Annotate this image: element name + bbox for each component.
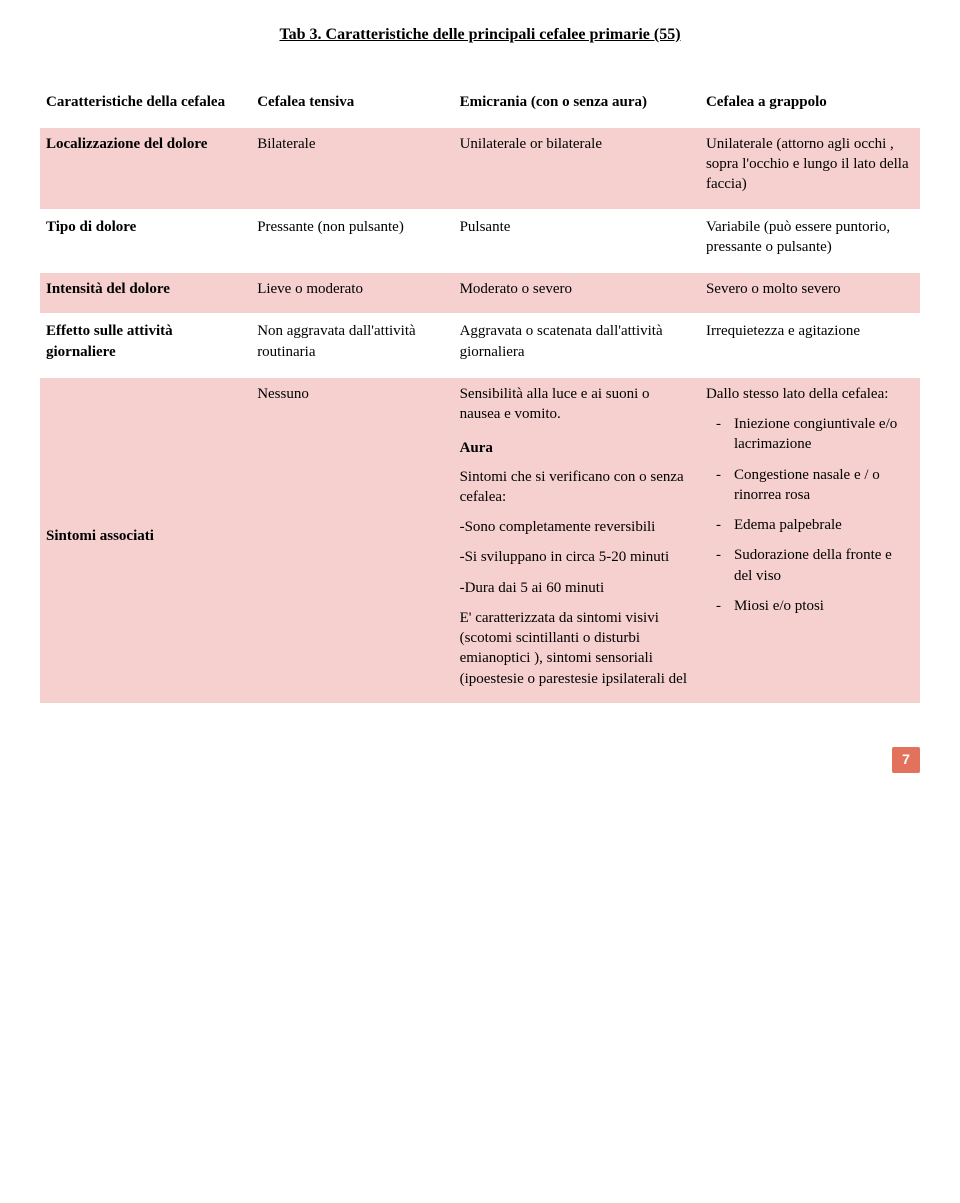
cell: Aggravata o scatenata dall'attività gior… [454,314,700,377]
row-label: Tipo di dolore [40,210,251,273]
list-item: Congestione nasale e / o rinorrea rosa [706,465,910,506]
cell: Severo o molto severo [700,272,920,314]
cell-text: Dallo stesso lato della cefalea: [706,384,910,404]
table-row: Tipo di dolore Pressante (non pulsante) … [40,210,920,273]
cefalee-table: Caratteristiche della cefalea Cefalea te… [40,86,920,705]
cell-text: Sensibilità alla luce e ai suoni o nause… [460,384,690,425]
cell: Unilaterale or bilaterale [454,127,700,210]
page-number-badge: 7 [892,747,920,773]
aura-heading: Aura [460,438,690,458]
list-item: Sudorazione della fronte e del viso [706,545,910,586]
cell: Moderato o severo [454,272,700,314]
table-header-row: Caratteristiche della cefalea Cefalea te… [40,86,920,127]
row-label: Intensità del dolore [40,272,251,314]
cell: Nessuno [251,377,453,704]
cell-text: -Sono completamente reversibili [460,517,690,537]
cell: Pressante (non pulsante) [251,210,453,273]
cell: Unilaterale (attorno agli occhi , sopra … [700,127,920,210]
cell: Bilaterale [251,127,453,210]
cell-text: -Dura dai 5 ai 60 minuti [460,578,690,598]
cell: Lieve o moderato [251,272,453,314]
row-label: Localizzazione del dolore [40,127,251,210]
header-col3: Cefalea a grappolo [700,86,920,127]
cell-text: -Si sviluppano in circa 5-20 minuti [460,547,690,567]
table-row: Sintomi associati Nessuno Sensibilità al… [40,377,920,704]
row-label: Sintomi associati [40,377,251,704]
header-col2: Emicrania (con o senza aura) [454,86,700,127]
symptom-list: Iniezione congiuntivale e/o lacrimazione… [706,414,910,616]
cell: Non aggravata dall'attività routinaria [251,314,453,377]
cell-text: Sintomi che si verificano con o senza ce… [460,467,690,508]
cell: Variabile (può essere puntorio, pressant… [700,210,920,273]
header-col1: Cefalea tensiva [251,86,453,127]
list-item: Edema palpebrale [706,515,910,535]
table-row: Intensità del dolore Lieve o moderato Mo… [40,272,920,314]
cell: Dallo stesso lato della cefalea: Iniezio… [700,377,920,704]
row-label: Effetto sulle attività giornaliere [40,314,251,377]
list-item: Iniezione congiuntivale e/o lacrimazione [706,414,910,455]
page-footer: 7 [40,743,920,773]
list-item: Miosi e/o ptosi [706,596,910,616]
cell: Pulsante [454,210,700,273]
table-row: Effetto sulle attività giornaliere Non a… [40,314,920,377]
cell: Sensibilità alla luce e ai suoni o nause… [454,377,700,704]
header-label: Caratteristiche della cefalea [40,86,251,127]
table-row: Localizzazione del dolore Bilaterale Uni… [40,127,920,210]
table-title: Tab 3. Caratteristiche delle principali … [40,24,920,46]
cell-text: E' caratterizzata da sintomi visivi (sco… [460,608,690,689]
cell: Irrequietezza e agitazione [700,314,920,377]
